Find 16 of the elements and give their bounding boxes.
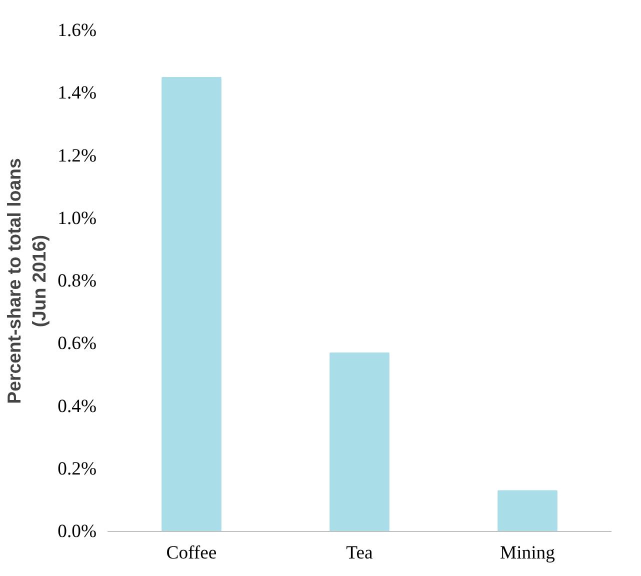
x-tick-label: Tea (346, 542, 374, 564)
y-tick-label: 0.2% (58, 458, 97, 480)
y-tick-label: 0.6% (58, 333, 97, 354)
y-tick-label: 0.8% (58, 270, 97, 292)
x-tick-label: Coffee (166, 542, 217, 564)
y-tick-label: 0.4% (58, 396, 97, 417)
y-tick-label: 0.0% (58, 521, 97, 542)
y-tick-label: 1.6% (58, 20, 97, 41)
y-tick-label: 1.2% (58, 145, 97, 166)
y-axis-title: Percent-share to total loans (Jun 2016) (3, 158, 50, 404)
bar (330, 352, 390, 532)
x-tick-label: Mining (500, 542, 555, 564)
bar (498, 490, 558, 532)
y-tick-label: 1.4% (58, 82, 97, 104)
bar (162, 76, 222, 532)
y-tick-label: 1.0% (58, 208, 97, 229)
